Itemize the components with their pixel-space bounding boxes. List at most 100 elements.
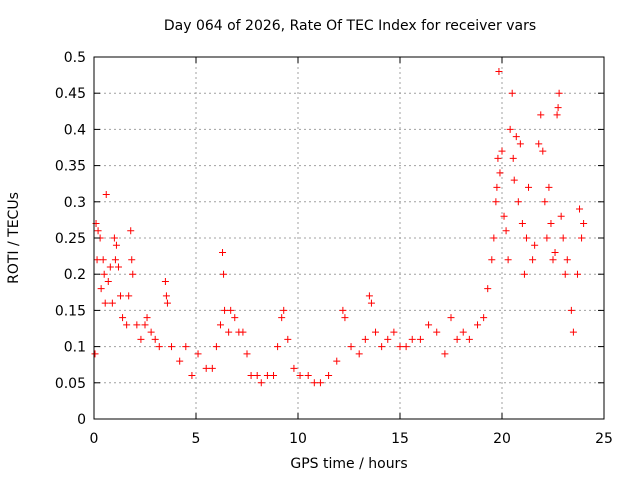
data-point: [553, 111, 561, 119]
data-point: [459, 328, 467, 336]
data-point: [522, 234, 530, 242]
data-point: [465, 335, 473, 343]
data-point: [500, 212, 508, 220]
data-point: [496, 169, 504, 177]
data-point: [278, 314, 286, 322]
y-tick-label: 0.2: [64, 267, 86, 283]
data-point: [509, 154, 517, 162]
data-point: [296, 372, 304, 380]
data-point: [112, 241, 120, 249]
data-point: [408, 335, 416, 343]
data-point: [99, 256, 107, 264]
data-point: [492, 198, 500, 206]
y-tick-label: 0.45: [55, 86, 86, 102]
data-point: [97, 285, 105, 293]
data-point: [263, 372, 271, 380]
data-point: [143, 314, 151, 322]
data-point: [137, 335, 145, 343]
data-point: [545, 183, 553, 191]
data-point: [219, 248, 227, 256]
data-point: [518, 220, 526, 228]
data-point: [488, 256, 496, 264]
data-point: [508, 89, 516, 97]
data-point: [119, 314, 127, 322]
data-point: [94, 227, 102, 235]
data-point: [563, 256, 571, 264]
data-point: [341, 314, 349, 322]
data-point: [257, 379, 265, 387]
y-tick-label: 0.5: [64, 50, 86, 66]
data-point: [339, 306, 347, 314]
data-point: [512, 133, 520, 141]
data-point: [182, 343, 190, 351]
y-tick-label: 0.25: [55, 231, 86, 247]
data-point: [520, 270, 528, 278]
y-tick-label: 0.05: [55, 376, 86, 392]
data-point: [168, 343, 176, 351]
data-point: [225, 328, 233, 336]
data-point: [247, 372, 255, 380]
data-point: [535, 140, 543, 148]
data-point: [162, 292, 170, 300]
data-point: [561, 270, 569, 278]
data-point: [188, 372, 196, 380]
data-point: [402, 343, 410, 351]
data-point: [220, 270, 228, 278]
x-axis-label: GPS time / hours: [290, 456, 408, 472]
data-point: [547, 220, 555, 228]
data-point: [541, 198, 549, 206]
data-point: [529, 256, 537, 264]
data-point: [506, 125, 514, 133]
data-point: [495, 67, 503, 75]
data-point: [316, 379, 324, 387]
data-point: [202, 364, 210, 372]
data-point: [129, 270, 137, 278]
data-point: [494, 154, 502, 162]
data-point: [484, 285, 492, 293]
data-point: [347, 343, 355, 351]
data-point: [578, 234, 586, 242]
data-point: [114, 263, 122, 271]
data-point: [504, 256, 512, 264]
data-point: [163, 299, 171, 307]
data-point: [543, 234, 551, 242]
data-point: [378, 343, 386, 351]
data-point: [396, 343, 404, 351]
data-point: [474, 321, 482, 329]
data-point: [243, 350, 251, 358]
x-tick-label: 5: [192, 431, 201, 447]
data-point: [361, 335, 369, 343]
data-point: [270, 372, 278, 380]
axis-ticks: 0 0.05 0.1 0.15 0.2 0.25 0.3 0.35 0.4 0.45 0.5 0 5 10…: [55, 50, 613, 447]
data-point: [502, 227, 510, 235]
data-point: [151, 335, 159, 343]
y-tick-label: 0.3: [64, 195, 86, 211]
data-point: [147, 328, 155, 336]
data-point: [537, 111, 545, 119]
x-tick-label: 10: [289, 431, 307, 447]
data-points: [91, 67, 588, 387]
data-point: [155, 343, 163, 351]
data-point: [128, 256, 136, 264]
data-point: [573, 270, 581, 278]
data-point: [141, 321, 149, 329]
data-point: [100, 270, 108, 278]
data-point: [216, 321, 224, 329]
data-point: [555, 89, 563, 97]
data-point: [176, 357, 184, 365]
data-point: [365, 292, 373, 300]
data-point: [108, 299, 116, 307]
data-point: [551, 248, 559, 256]
x-tick-label: 0: [90, 431, 99, 447]
data-point: [453, 335, 461, 343]
data-point: [384, 335, 392, 343]
data-point: [441, 350, 449, 358]
data-point: [102, 191, 110, 199]
data-point: [514, 198, 522, 206]
y-tick-label: 0.1: [64, 340, 86, 356]
data-point: [227, 306, 235, 314]
grid: [94, 57, 604, 419]
data-point: [310, 379, 318, 387]
data-point: [372, 328, 380, 336]
